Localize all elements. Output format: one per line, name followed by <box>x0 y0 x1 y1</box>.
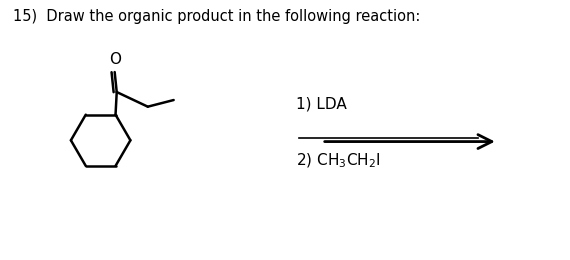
Text: 15)  Draw the organic product in the following reaction:: 15) Draw the organic product in the foll… <box>13 9 420 24</box>
Text: 2) CH$_3$CH$_2$I: 2) CH$_3$CH$_2$I <box>296 152 381 170</box>
Text: 1) LDA: 1) LDA <box>296 97 347 112</box>
Text: O: O <box>109 52 121 67</box>
